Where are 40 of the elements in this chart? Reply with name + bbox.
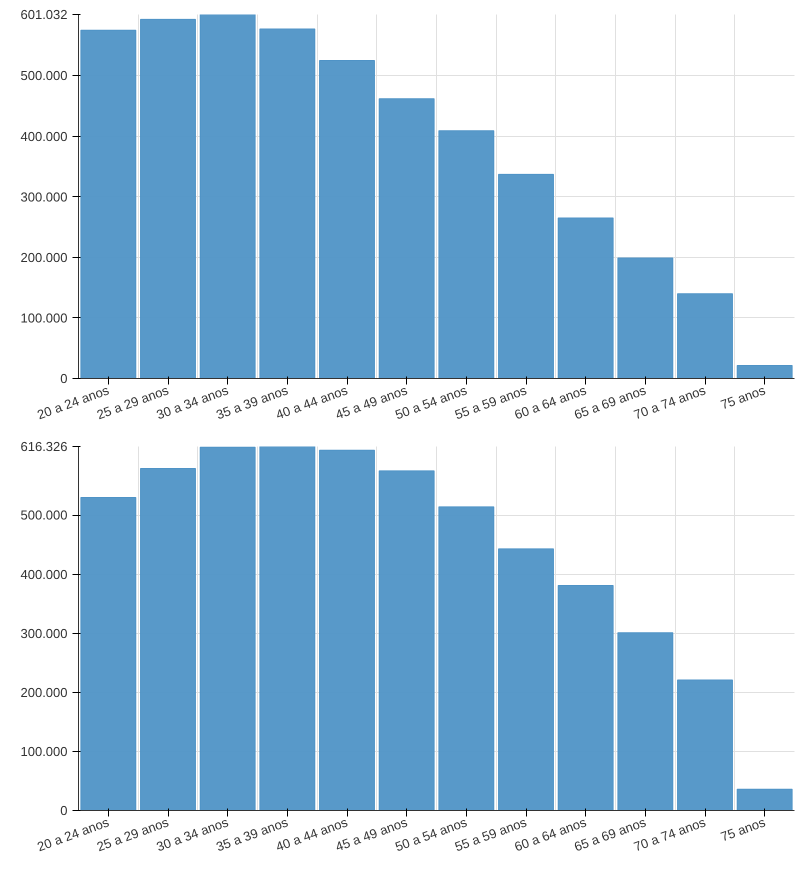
bar xyxy=(498,174,554,378)
y-tick-label: 601.032 xyxy=(20,7,68,22)
bar xyxy=(677,679,733,810)
bar xyxy=(498,548,554,810)
bar xyxy=(378,470,435,810)
bar xyxy=(736,364,793,378)
bar xyxy=(677,293,733,378)
bar xyxy=(438,506,494,810)
bar xyxy=(617,257,674,378)
y-tick-label: 616.326 xyxy=(20,439,68,454)
y-tick-label: 200.000 xyxy=(20,684,68,700)
x-tick-label: 75 anos xyxy=(718,814,768,844)
y-tick-label: 100.000 xyxy=(20,744,68,759)
y-tick-label: 0 xyxy=(60,371,68,386)
bar xyxy=(200,14,256,378)
y-tick-label: 400.000 xyxy=(20,566,68,582)
y-tick-label: 400.000 xyxy=(20,128,68,144)
bar xyxy=(558,218,614,378)
y-tick-label: 0 xyxy=(60,803,68,818)
bar xyxy=(80,30,136,378)
y-tick-label: 100.000 xyxy=(20,310,68,326)
bar xyxy=(80,496,136,810)
y-tick-label: 500.000 xyxy=(20,508,68,523)
bar xyxy=(140,468,196,810)
bar xyxy=(259,28,316,378)
bar xyxy=(140,18,196,378)
bar xyxy=(259,446,316,810)
bar xyxy=(736,788,793,810)
bar xyxy=(319,450,375,810)
y-tick-label: 200.000 xyxy=(20,250,68,265)
bar xyxy=(617,632,674,810)
y-tick-label: 500.000 xyxy=(20,68,68,84)
bar xyxy=(438,130,494,378)
bar xyxy=(200,446,256,810)
bar xyxy=(319,60,375,378)
y-tick-label: 300.000 xyxy=(20,626,68,641)
bar xyxy=(558,584,614,810)
bar xyxy=(378,98,435,378)
x-tick-label: 75 anos xyxy=(718,382,768,412)
y-tick-label: 300.000 xyxy=(20,189,68,204)
